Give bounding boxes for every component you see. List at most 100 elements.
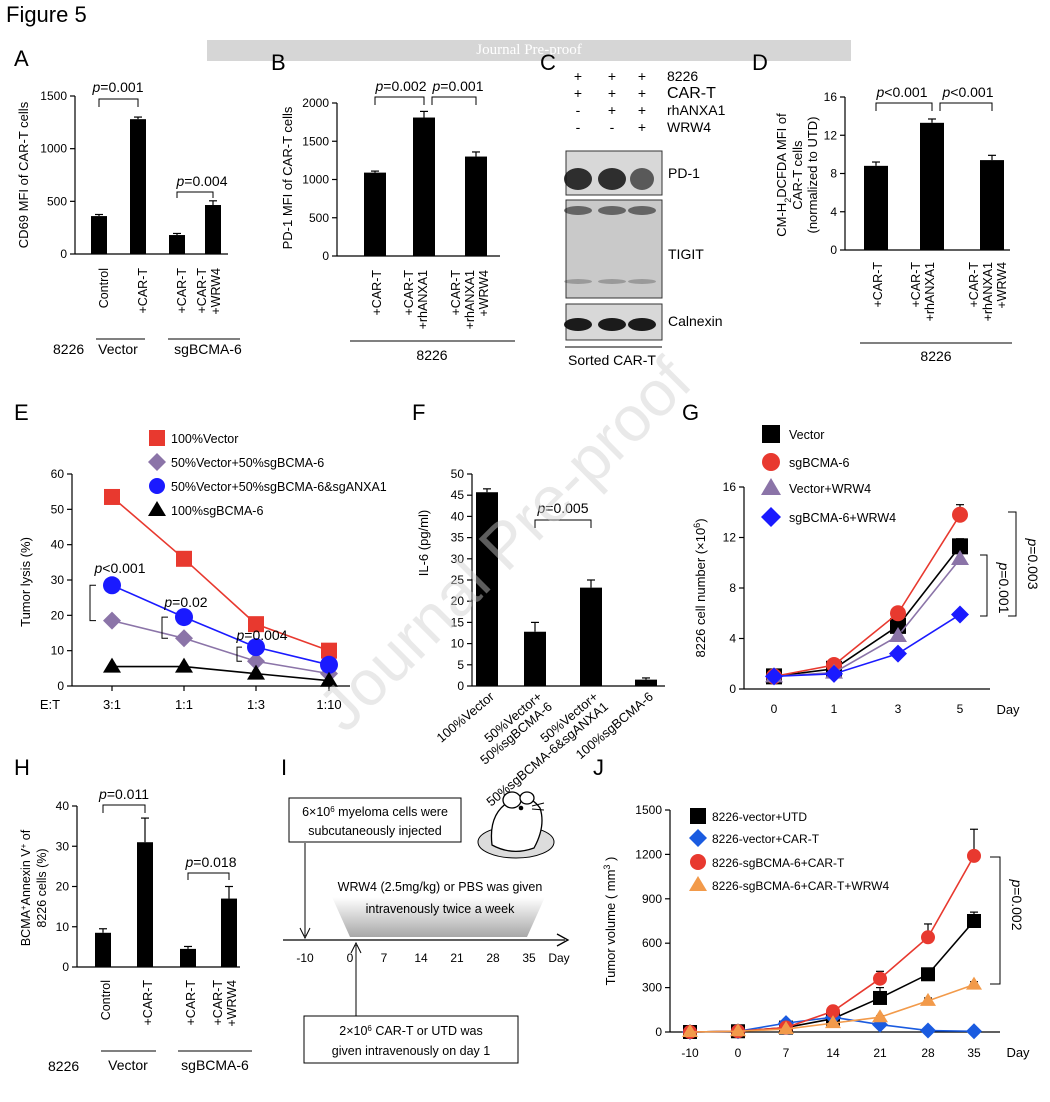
panel-j-legend-marker: [689, 829, 707, 847]
panel-c-blot-band: [628, 206, 656, 215]
panel-g-series-line: [773, 613, 961, 678]
panel-h-bar: [95, 932, 111, 967]
panel-b-bar: [413, 117, 435, 256]
panel-a-group-label: Vector: [98, 341, 138, 357]
panel-c-condition-mark: -: [610, 119, 615, 135]
panel-c-blot-band: [628, 279, 656, 284]
panel-c-condition-mark: +: [574, 85, 582, 101]
panel-e-legend-marker: [148, 501, 166, 516]
panel-e-series-line: [111, 496, 330, 652]
panel-d-bracket: [875, 102, 933, 111]
y-tick-label: 4: [729, 632, 736, 646]
panel-b-bar: [364, 172, 386, 256]
mouse-ear: [519, 791, 535, 805]
panel-e-x-tick-label: 1:1: [175, 697, 193, 712]
y-tick-label: 30: [51, 573, 65, 587]
panel-j-marker: [967, 914, 981, 928]
y-tick-label: 600: [642, 936, 662, 950]
panel-g-marker: [889, 644, 907, 663]
panel-d-bar: [920, 122, 944, 250]
panel-b-category-label: +CAR-T: [449, 270, 463, 316]
y-tick-label: 45: [451, 488, 465, 502]
y-tick-label: 60: [51, 467, 65, 481]
panel-h-bar: [180, 948, 196, 967]
panel-c-blot-band: [598, 206, 626, 215]
panel-c-blot-band: [564, 206, 592, 215]
panel-c-condition-mark: +: [638, 68, 646, 84]
panel-h-bar: [221, 898, 237, 967]
panel-j-y-label: Tumor volume ( mm3 ): [602, 857, 618, 986]
panel-i-cart-text: given intravenously on day 1: [332, 1044, 490, 1058]
panel-c-blot-band: [628, 318, 656, 331]
panel-i-injection-text: 6×106 myeloma cells were: [302, 805, 448, 820]
panel-h-category-label: +CAR-T: [141, 980, 155, 1026]
panel-d-y-label: (normalized to UTD): [805, 116, 820, 233]
panel-f-bar: [476, 492, 498, 686]
panel-g-series-line: [773, 558, 961, 678]
y-tick-label: 40: [56, 799, 70, 813]
panel-c-condition-mark: +: [638, 85, 646, 101]
panel-letter: J: [593, 755, 604, 780]
panel-letter: E: [14, 400, 29, 425]
panel-b-category-label: +rhANXA1: [416, 270, 430, 329]
panel-e-y-label: Tumor lysis (%): [18, 537, 33, 627]
panel-a-category-label: +CAR-T: [175, 268, 189, 314]
panel-h-group-label: Vector: [108, 1057, 148, 1073]
panel-h-bar: [137, 842, 153, 967]
panel-g-series-line: [773, 514, 961, 678]
panel-a-y-label: CD69 MFI of CAR-T cells: [16, 101, 31, 248]
panel-b-y-label: PD-1 MFI of CAR-T cells: [280, 106, 295, 249]
panel-g-marker: [951, 549, 969, 565]
panel-a-category-label: +CAR-T: [136, 268, 150, 314]
panel-i-timeline-arrow: [556, 933, 570, 947]
panel-c-blot-membrane: [565, 199, 663, 299]
panel-g-x-tick-label: 0: [771, 702, 778, 716]
panel-e-marker: [248, 616, 264, 633]
panel-e-marker: [176, 550, 192, 567]
panel-d-y-label: CM-H2DCFDA MFI of: [774, 113, 793, 237]
panel-i-day-label: Day: [548, 951, 569, 965]
panel-j-x-tick-label: -10: [681, 1046, 699, 1060]
panel-j-x-tick-label: 0: [735, 1046, 742, 1060]
panel-g-marker: [951, 605, 969, 624]
panel-c-condition-name: CAR-T: [667, 85, 716, 102]
panel-a-p-value: p=0.001: [91, 79, 143, 95]
panel-a-bar: [91, 216, 107, 254]
panel-g-legend-marker: [762, 453, 780, 471]
panel-j-marker: [873, 990, 887, 1005]
panel-i-timeline-label: 21: [450, 951, 464, 965]
panel-j-marker: [966, 1023, 982, 1040]
panel-b-bar: [465, 156, 487, 256]
y-tick-label: 16: [723, 480, 737, 494]
panel-j-marker: [730, 1023, 746, 1037]
panel-i-treatment-text: WRW4 (2.5mg/kg) or PBS was given: [338, 880, 543, 894]
panel-e-legend-marker: [148, 453, 166, 471]
panel-b-category-label: +WRW4: [477, 270, 491, 317]
y-tick-label: 0: [322, 249, 329, 263]
panel-c-condition-mark: +: [608, 68, 616, 84]
panel-j-marker: [778, 1021, 794, 1035]
y-tick-label: 1000: [302, 173, 329, 187]
panel-g-marker: [889, 626, 907, 642]
mouse-whiskers: [531, 802, 545, 811]
panel-j-legend-label: 8226-sgBCMA-6+CAR-T: [712, 856, 845, 870]
panel-e-marker: [247, 652, 265, 671]
panel-j-marker: [921, 967, 935, 982]
panel-e-series-line: [111, 584, 330, 666]
panel-letter: D: [752, 50, 768, 75]
panel-j-marker: [873, 971, 887, 986]
panel-g-x-unit: Day: [996, 702, 1020, 717]
panel-j-marker: [826, 1004, 840, 1019]
panel-g-legend-marker: [761, 507, 781, 527]
y-tick-label: 1500: [635, 803, 662, 817]
panel-j-p-value: p=0.002: [1009, 878, 1025, 930]
mouse-icon: [477, 791, 555, 859]
panel-j-marker: [920, 992, 936, 1006]
y-tick-label: 10: [451, 637, 465, 651]
panel-b-category-label: +CAR-T: [402, 270, 416, 316]
panel-c-blot-band: [564, 318, 592, 331]
panel-j-marker: [920, 1022, 936, 1039]
panel-c-condition-mark: +: [608, 85, 616, 101]
panel-j-x-unit: Day: [1006, 1045, 1030, 1060]
